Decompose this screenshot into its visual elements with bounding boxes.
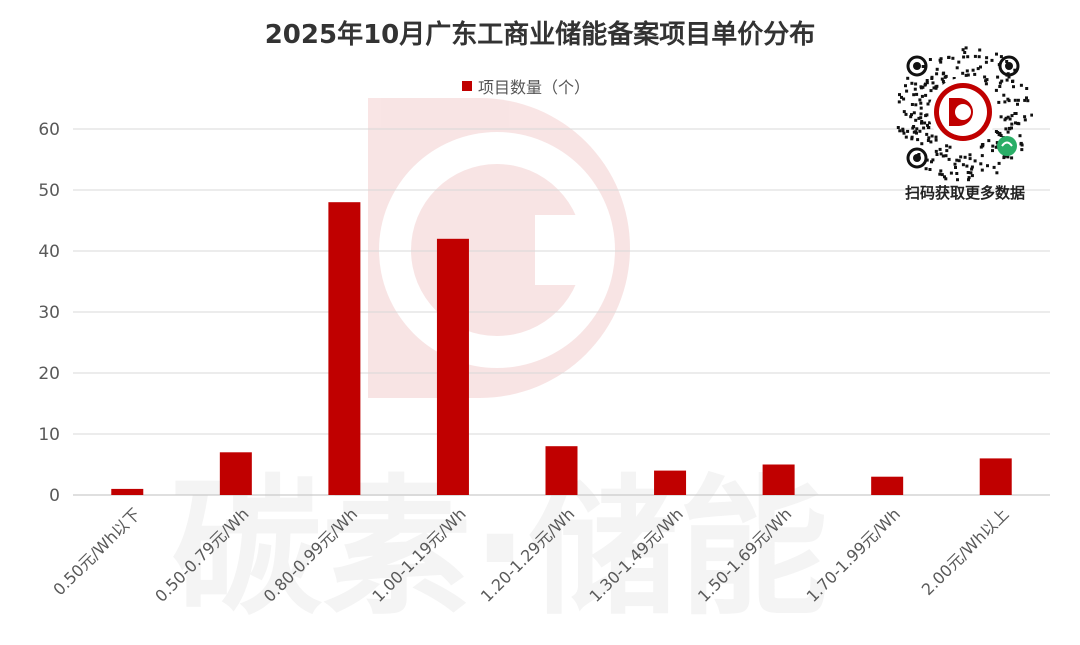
- bar: [979, 458, 1012, 495]
- bar: [111, 488, 144, 495]
- x-tick-label: 0.50元/Wh以下: [49, 504, 144, 599]
- bar: [219, 452, 252, 495]
- bar: [436, 238, 469, 496]
- bar: [328, 202, 361, 495]
- y-tick-label: 60: [38, 120, 60, 140]
- legend: 项目数量（个）: [462, 74, 590, 98]
- y-tick-label: 0: [49, 486, 60, 506]
- qr-code: [896, 46, 1033, 182]
- bar: [871, 476, 904, 495]
- bar: [545, 446, 578, 495]
- chart-title: 2025年10月广东工商业储能备案项目单价分布: [264, 20, 816, 50]
- x-tick-label: 2.00元/Wh以上: [918, 504, 1013, 599]
- y-tick-label: 50: [38, 181, 60, 201]
- qr-caption: 扫码获取更多数据: [904, 184, 1025, 202]
- y-axis-tick-labels: 0 10 20 30 40 50 60: [38, 120, 60, 506]
- y-tick-label: 40: [38, 242, 60, 262]
- y-tick-label: 30: [38, 303, 60, 323]
- y-tick-label: 20: [38, 364, 60, 384]
- watermark: 碳素·储能: [172, 98, 829, 636]
- bars: [111, 202, 1012, 496]
- y-tick-label: 10: [38, 425, 60, 445]
- bar: [654, 470, 687, 495]
- legend-label: 项目数量（个）: [478, 78, 591, 97]
- legend-swatch: [462, 81, 472, 91]
- bar: [762, 464, 795, 495]
- watermark-text: 碳素·储能: [172, 462, 829, 636]
